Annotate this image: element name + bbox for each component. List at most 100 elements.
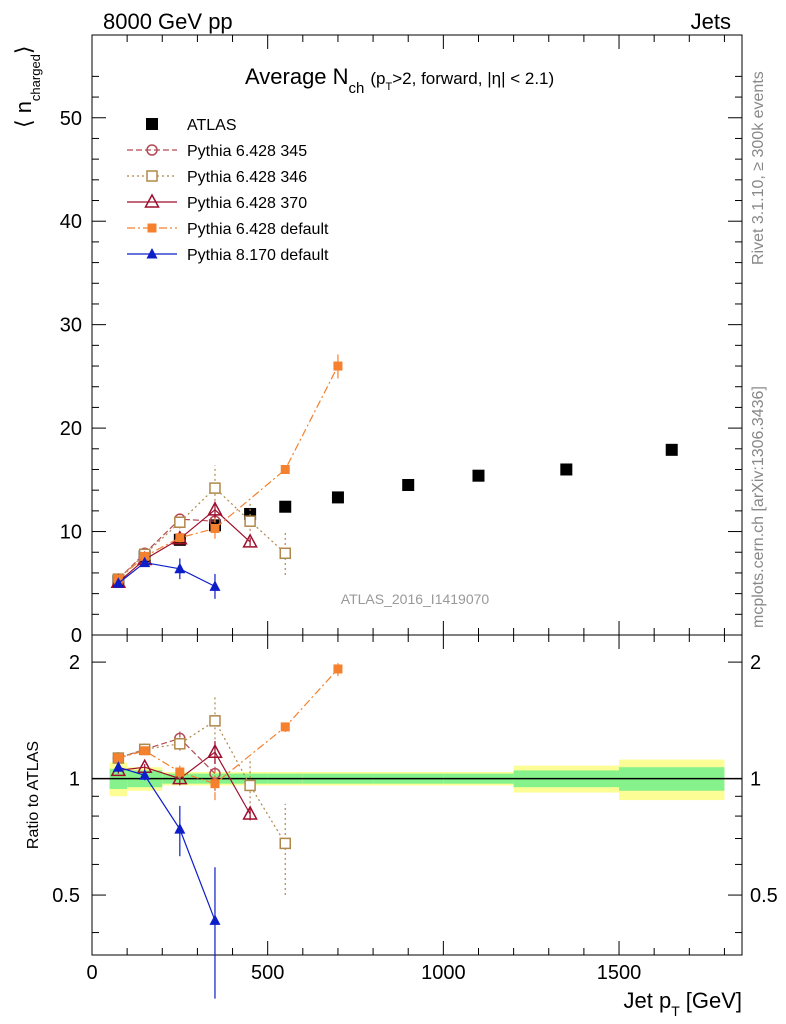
legend: ATLAS Pythia 6.428 345 Pythia 6.428 346 Pyt… [127, 117, 329, 264]
ratio-y-tick-label: 1 [69, 769, 80, 791]
data-point [209, 715, 221, 727]
ratio-series-line [118, 719, 286, 844]
svg-text:⟨ ncharged⟩: ⟨ ncharged⟩ [11, 45, 43, 128]
y-tick-label: 20 [60, 418, 82, 440]
ratio-panel: 0.5 0.5 1 1 2 2 0 500 1000 1500 Ratio to ATLAS J… [25, 634, 778, 1019]
data-point [147, 223, 157, 233]
legend-label: Pythia 6.428 default [187, 221, 329, 238]
title-sub: ch [349, 80, 365, 97]
ratio-uncertainty-bands [92, 759, 742, 801]
title-tail: (p [370, 69, 385, 88]
main-y-tick-labels: 0 10 20 30 40 50 [60, 108, 82, 647]
data-point [280, 464, 290, 474]
y-tick-label: 0 [71, 625, 82, 647]
main-series-layer [110, 353, 678, 599]
data-point [112, 577, 124, 588]
title-main: Average N [245, 64, 349, 89]
legend-item: Pythia 6.428 370 [127, 193, 307, 212]
xlabel-unit: [GeV] [686, 988, 742, 1013]
data-point [560, 463, 573, 476]
data-point [139, 556, 151, 568]
ratio-series-line [118, 737, 216, 775]
ratio-series-line [118, 766, 216, 921]
ratio-series-line [118, 668, 339, 785]
data-point [402, 479, 415, 491]
legend-label: Pythia 6.428 345 [187, 143, 307, 160]
data-point [279, 547, 291, 560]
data-point [665, 443, 678, 456]
x-axis-label: Jet pT [GeV] [623, 988, 742, 1019]
series-line [117, 561, 216, 587]
ratio-series-pythia-6-428-346 [112, 696, 291, 896]
data-point [207, 743, 223, 758]
ratio-y-label: Ratio to ATLAS [25, 741, 42, 849]
data-point [472, 469, 485, 482]
header-left: 8000 GeV pp [103, 9, 233, 34]
data-point [210, 523, 220, 533]
legend-item: Pythia 6.428 default [127, 221, 329, 238]
ratio-axis-ticks [91, 635, 742, 955]
data-point [331, 491, 344, 504]
x-tick-label: 0 [86, 962, 97, 984]
data-point [146, 144, 158, 156]
rivet-label: Rivet 3.1.10, ≥ 300k events [750, 71, 767, 265]
series-pythia-6-428-370 [110, 501, 258, 588]
series-line [117, 518, 216, 580]
data-point [172, 770, 188, 785]
data-point [112, 761, 124, 772]
ratio-series-pythia-8-170-default [112, 761, 221, 999]
data-point [333, 361, 343, 371]
xlabel-sub: T [671, 1003, 680, 1019]
x-tick-label: 1000 [421, 962, 466, 984]
data-point [210, 779, 220, 789]
main-y-label: ⟨ ncharged⟩ [11, 45, 43, 128]
data-point [209, 914, 221, 925]
data-point [209, 580, 221, 591]
main-panel: 0 10 20 30 40 50 ATLAS_2016_I1419070 Average … [11, 34, 743, 647]
svg-text:Average Nch(pT>2, forward, |η|: Average Nch (pT>2, forward, |η| < 2.1) [245, 64, 554, 97]
xlabel-main: Jet p [623, 988, 671, 1013]
ratio-y-tick-label: 1 [750, 769, 761, 791]
series-pythia-8-170-default [112, 556, 221, 599]
mcplots-label: mcplots.cern.ch [arXiv:1306.3436] [750, 386, 767, 628]
legend-item: ATLAS [146, 117, 237, 134]
watermark: ATLAS_2016_I1419070 [341, 591, 490, 607]
y-tick-label: 30 [60, 315, 82, 337]
legend-label: Pythia 8.170 default [187, 247, 329, 264]
data-point [174, 823, 186, 834]
data-point [140, 746, 150, 756]
ylabel-sub: charged [28, 54, 43, 101]
y-tick-label: 50 [60, 108, 82, 130]
ratio-y-tick-labels: 0.5 0.5 1 1 2 2 [52, 652, 778, 907]
legend-item: Pythia 6.428 346 [127, 169, 307, 186]
data-point [279, 500, 292, 513]
data-point [140, 551, 150, 561]
ylabel-close: ⟩ [11, 45, 36, 54]
data-point [279, 837, 291, 850]
ratio-series-pythia-6-428-default [113, 662, 343, 801]
data-point [242, 805, 258, 820]
ylabel-main: ⟨ n [11, 101, 36, 128]
data-point [244, 779, 256, 792]
data-point [146, 118, 158, 130]
y-tick-label: 40 [60, 211, 82, 233]
data-point [174, 516, 186, 528]
data-point [174, 562, 186, 574]
main-title: Average Nch (pT>2, forward, |η| < 2.1) [245, 64, 554, 97]
legend-label: Pythia 6.428 346 [187, 169, 307, 186]
data-point [280, 722, 290, 732]
ratio-y-tick-label: 2 [750, 652, 761, 674]
data-point [144, 193, 160, 208]
header-right: Jets [691, 9, 731, 34]
data-point [207, 501, 223, 516]
y-tick-label: 10 [60, 522, 82, 544]
series-line [117, 365, 339, 580]
main-axis-ticks [91, 35, 742, 636]
data-point [175, 533, 185, 543]
data-point [146, 170, 158, 182]
ratio-series-layer [110, 662, 343, 999]
legend-item: Pythia 8.170 default [127, 247, 329, 264]
data-point [333, 664, 343, 674]
ratio-y-tick-label: 2 [69, 652, 80, 674]
x-tick-labels: 0 500 1000 1500 [86, 962, 641, 984]
